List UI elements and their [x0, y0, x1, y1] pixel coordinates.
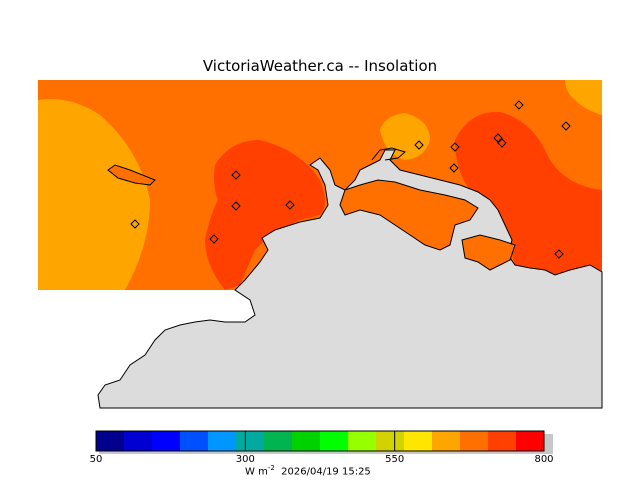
- station-markers: [130, 100, 571, 259]
- diamond-station-icon: [449, 163, 459, 173]
- colorbar-swatch: [208, 431, 237, 451]
- diamond-station-icon: [493, 133, 503, 143]
- island-west: [107, 164, 156, 186]
- colorbar-ticks: [95, 431, 545, 451]
- colorbar-swatch: [236, 431, 265, 451]
- peninsula-saanich: [339, 179, 479, 251]
- units-and-timestamp: W m-2 2026/04/19 15:25: [245, 464, 371, 477]
- peninsula-east: [461, 234, 516, 271]
- colorbar-swatch: [264, 431, 293, 451]
- diamond-station-icon: [450, 142, 460, 152]
- diamond-station-icon: [414, 140, 424, 150]
- colorbar-tick-label: 800: [534, 454, 554, 465]
- colorbar-swatch: [152, 431, 181, 451]
- colorbar-swatch: [180, 431, 209, 451]
- map-title: VictoriaWeather.ca -- Insolation: [202, 57, 438, 75]
- colorbar-swatches: [96, 431, 545, 451]
- colorbar-swatch: [292, 431, 321, 451]
- field-low-region-west: [38, 99, 150, 290]
- diamond-station-icon: [231, 201, 241, 211]
- colorbar-tick-label: 550: [385, 454, 405, 465]
- colorbar-swatch: [348, 431, 377, 451]
- colorbar-swatch: [124, 431, 153, 451]
- colorbar-swatch: [432, 431, 461, 451]
- colorbar-swatch: [320, 431, 349, 451]
- colorbar-swatch: [376, 431, 405, 451]
- colorbar-swatch: [404, 431, 433, 451]
- colorbar-swatch: [460, 431, 489, 451]
- diamond-station-icon: [209, 234, 219, 244]
- inlet-north: [371, 147, 407, 161]
- units-exponent: -2: [267, 464, 275, 472]
- colorbar-swatch: [96, 431, 125, 451]
- diamond-station-icon: [561, 121, 571, 131]
- field-high-region-east: [455, 111, 602, 290]
- diamond-station-icon: [514, 100, 524, 110]
- timestamp: 2026/04/19 15:25: [281, 466, 371, 478]
- field-low-region-ne: [565, 80, 602, 115]
- units-prefix: W m: [245, 466, 268, 478]
- colorbar-swatch: [488, 431, 517, 451]
- diamond-station-icon: [497, 138, 507, 148]
- diamond-station-icon: [554, 249, 564, 259]
- diamond-station-icon: [130, 219, 140, 229]
- diamond-station-icon: [285, 200, 295, 210]
- colorbar-tick-label: 50: [89, 454, 103, 465]
- colorbar-tick-label: 300: [235, 454, 255, 465]
- diamond-station-icon: [231, 170, 241, 180]
- colorbar-swatch: [516, 431, 545, 451]
